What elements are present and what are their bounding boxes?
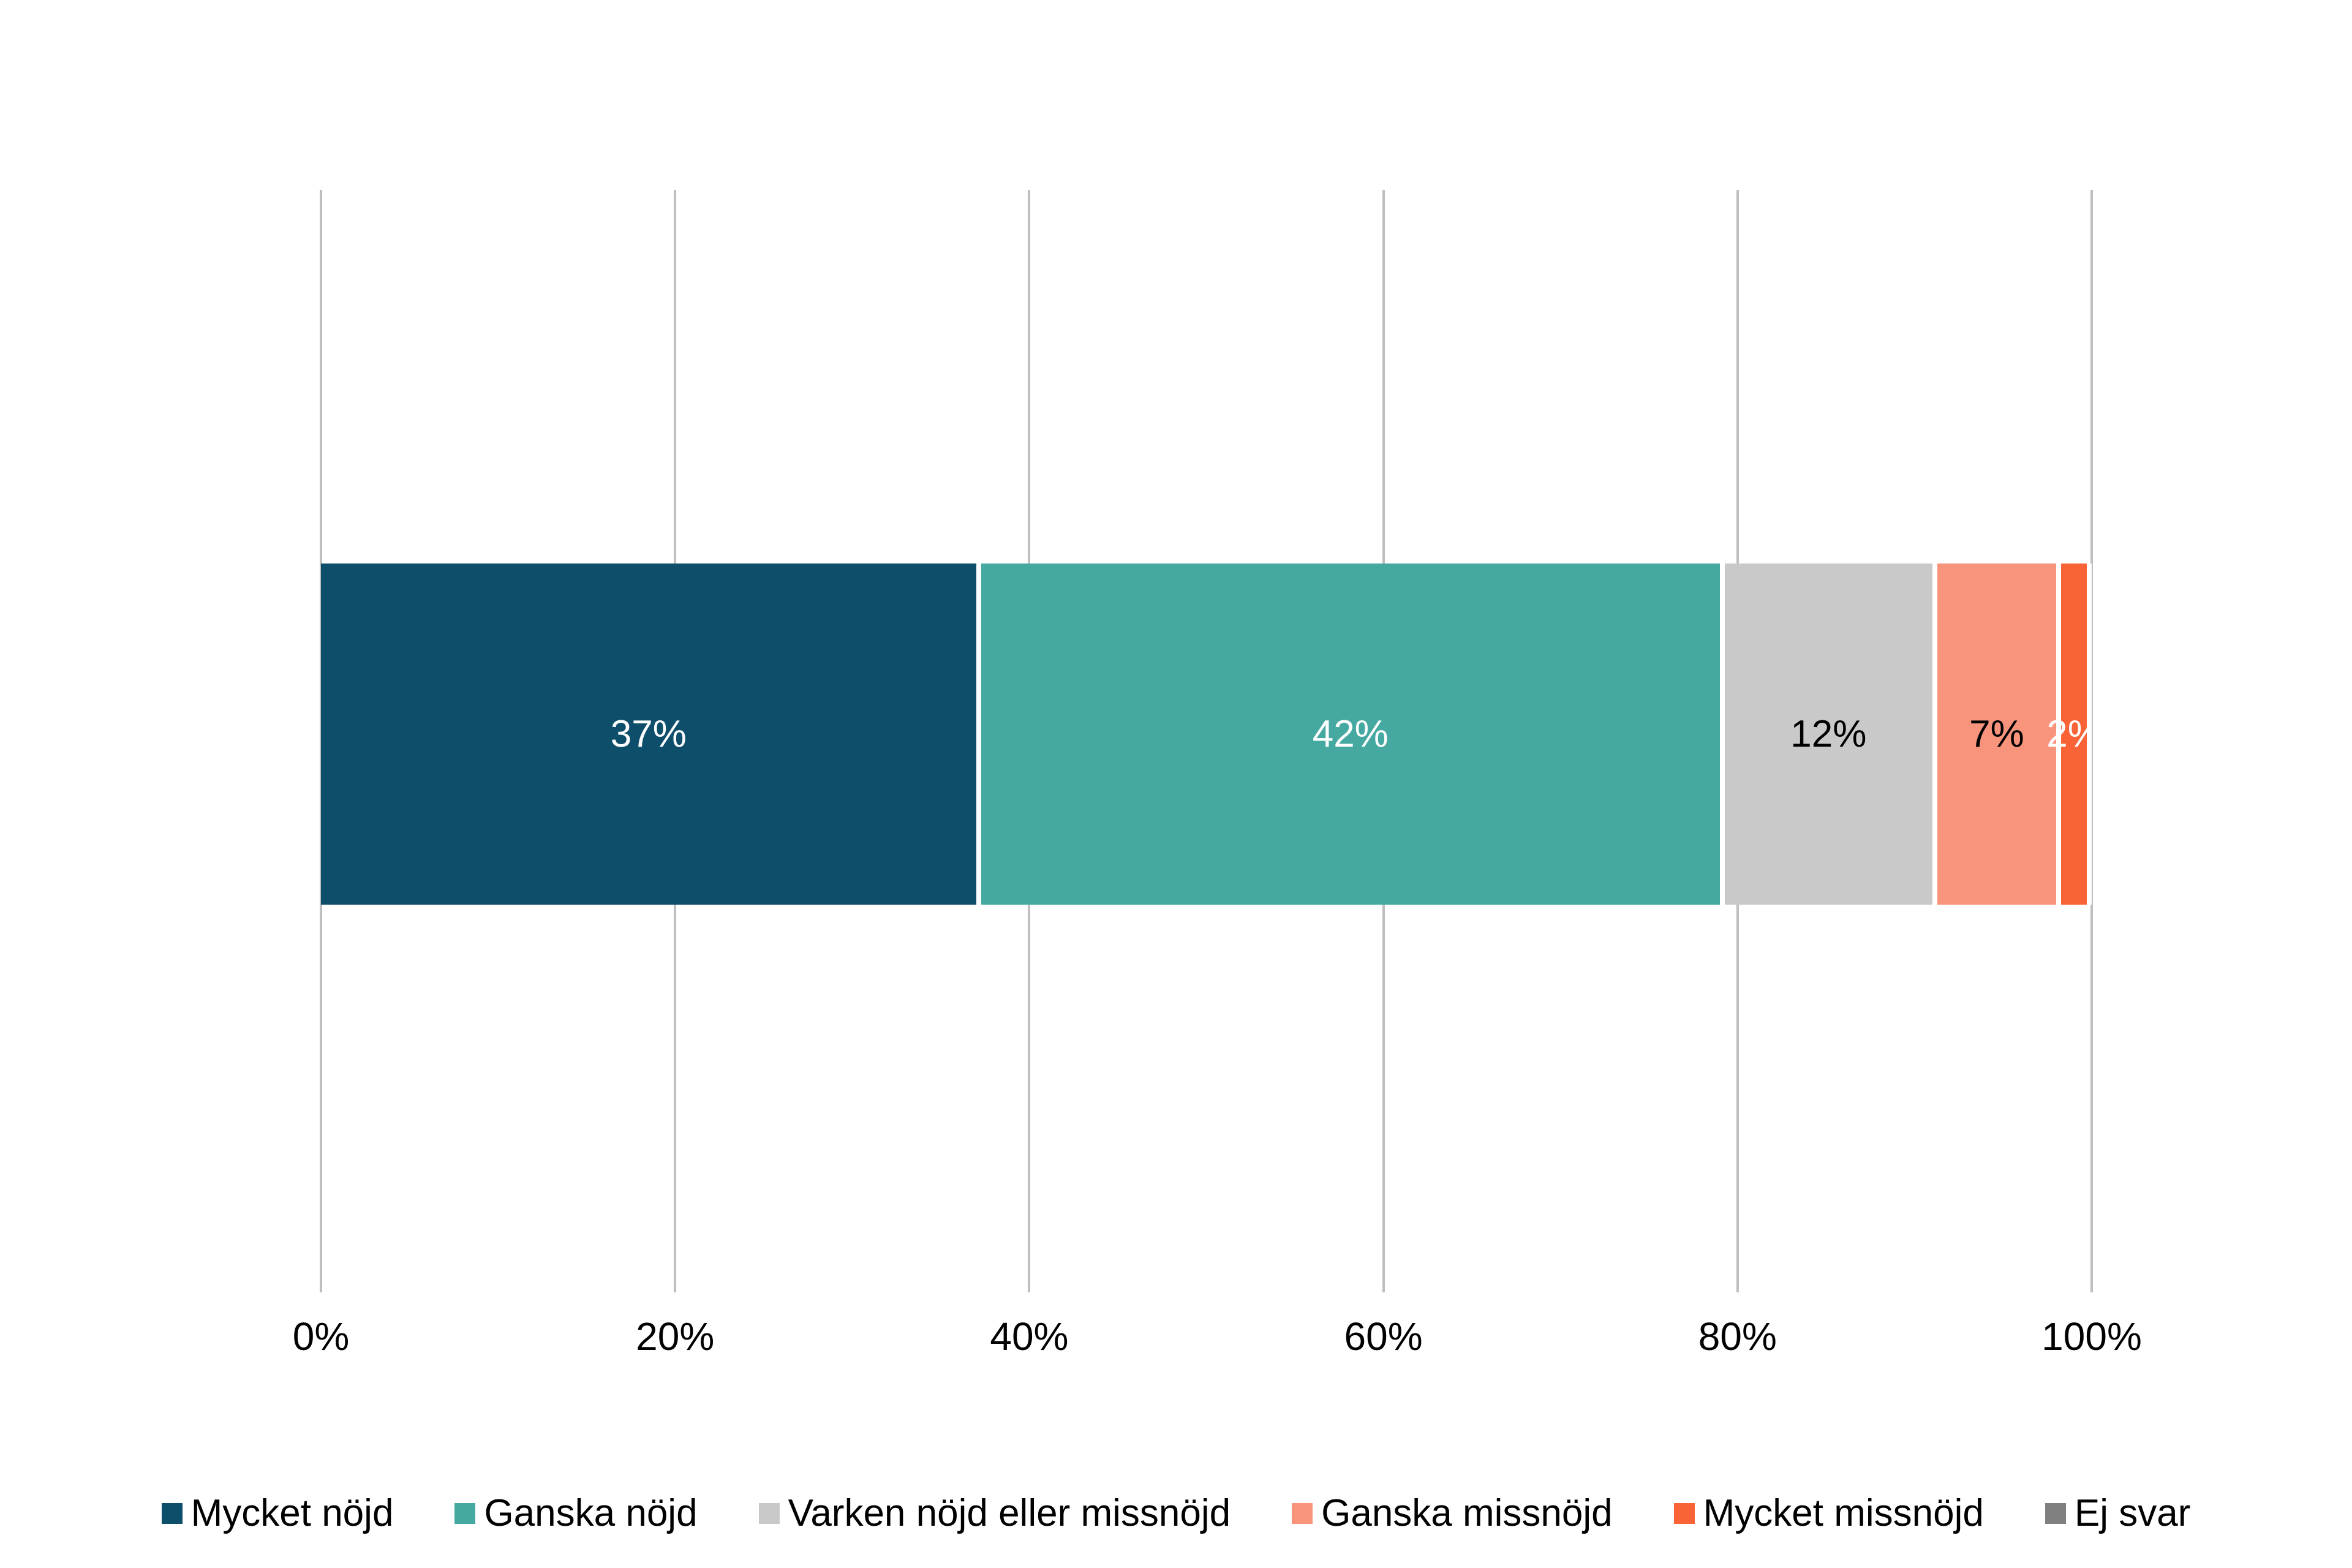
- legend-label-ganska-missnojd: Ganska missnöjd: [1321, 1492, 1613, 1534]
- plot-area: 37% 42% 12% 7% 2%: [320, 190, 2093, 1292]
- legend-swatch-varken-nojd-eller-missnojd: [758, 1503, 780, 1524]
- legend-label-varken-nojd-eller-missnojd: Varken nöjd eller missnöjd: [788, 1492, 1231, 1534]
- legend-swatch-ganska-nojd: [454, 1503, 476, 1524]
- legend-swatch-ej-svar: [2045, 1503, 2066, 1524]
- bar-segment-mycket-nojd: 37%: [321, 564, 976, 905]
- x-tick-label-60: 60%: [1344, 1314, 1423, 1359]
- x-tick-label-40: 40%: [990, 1314, 1069, 1359]
- bar-segment-label-mycket-nojd: 37%: [610, 712, 687, 755]
- legend-swatch-ganska-missnojd: [1292, 1503, 1313, 1524]
- bar-segment-label-ganska-nojd: 42%: [1312, 712, 1389, 755]
- legend-label-mycket-nojd: Mycket nöjd: [190, 1492, 394, 1534]
- x-tick-label-100: 100%: [2041, 1314, 2142, 1359]
- bar-segment-varken-nojd-eller-missnojd: 12%: [1719, 564, 1932, 905]
- x-axis: 0% 20% 40% 60% 80% 100%: [0, 1314, 2352, 1363]
- bar-segment-ganska-missnojd: 7%: [1932, 564, 2057, 905]
- legend-item-ganska-missnojd: Ganska missnöjd: [1292, 1494, 1613, 1532]
- bar-segment-ganska-nojd: 42%: [976, 564, 1720, 905]
- legend: Mycket nöjd Ganska nöjd Varken nöjd eller …: [0, 1494, 2352, 1532]
- legend-swatch-mycket-missnojd: [1673, 1503, 1695, 1524]
- legend-label-ganska-nojd: Ganska nöjd: [484, 1492, 698, 1534]
- legend-item-varken-nojd-eller-missnojd: Varken nöjd eller missnöjd: [758, 1492, 1231, 1534]
- bar-segment-mycket-missnojd: 2%: [2046, 564, 2092, 905]
- legend-item-mycket-nojd: Mycket nöjd: [161, 1492, 394, 1534]
- bar-segment-label-mycket-missnojd: 2%: [2046, 712, 2092, 755]
- legend-item-ej-svar: Ej svar: [2045, 1494, 2190, 1532]
- x-tick-label-20: 20%: [636, 1314, 715, 1359]
- stacked-bar: 37% 42% 12% 7% 2%: [321, 564, 2092, 905]
- bar-segment-label-varken-nojd-eller-missnojd: 12%: [1790, 712, 1867, 755]
- gridline-100: [2090, 190, 2093, 1292]
- legend-label-mycket-missnojd: Mycket missnöjd: [1703, 1492, 1984, 1534]
- legend-swatch-mycket-nojd: [161, 1503, 183, 1524]
- bar-segment-label-ganska-missnojd: 7%: [1969, 712, 2024, 755]
- legend-item-mycket-missnojd: Mycket missnöjd: [1673, 1492, 1984, 1534]
- legend-item-ganska-nojd: Ganska nöjd: [454, 1492, 698, 1534]
- x-tick-label-80: 80%: [1698, 1314, 1777, 1359]
- x-tick-label-0: 0%: [292, 1314, 350, 1359]
- legend-label-ej-svar: Ej svar: [2074, 1492, 2191, 1534]
